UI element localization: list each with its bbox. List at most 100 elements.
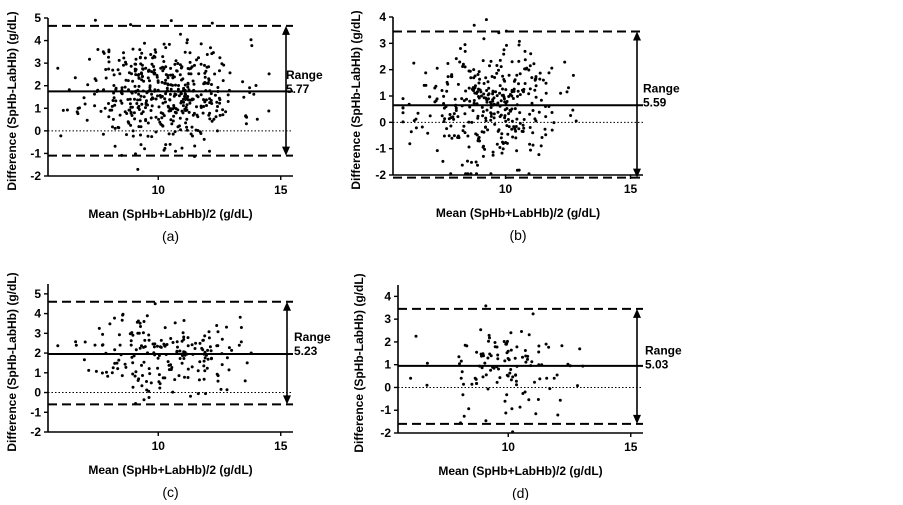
data-point	[457, 355, 461, 359]
data-point	[177, 94, 181, 98]
data-point	[112, 73, 116, 77]
data-point	[158, 94, 162, 97]
data-point	[126, 98, 130, 101]
data-point	[101, 50, 105, 54]
data-point	[131, 372, 135, 376]
data-point	[493, 122, 497, 126]
data-point	[514, 136, 518, 140]
data-point	[121, 312, 125, 316]
data-point	[143, 41, 146, 45]
data-point	[507, 95, 511, 98]
data-point	[477, 136, 481, 139]
data-point	[528, 87, 532, 91]
data-point	[510, 407, 514, 411]
data-point	[215, 344, 219, 348]
data-point	[576, 384, 579, 388]
y-tick-label: 3	[379, 36, 386, 50]
data-point	[481, 375, 485, 379]
data-point	[192, 111, 196, 115]
data-point	[204, 89, 208, 93]
data-point	[498, 58, 502, 62]
data-point	[205, 65, 209, 69]
data-point	[179, 32, 182, 36]
data-point	[450, 136, 454, 140]
data-point	[459, 421, 462, 425]
data-point	[176, 108, 180, 112]
data-point	[497, 31, 501, 35]
data-point	[203, 334, 207, 338]
data-point	[514, 379, 518, 383]
data-point	[104, 68, 108, 71]
data-point	[117, 58, 121, 62]
data-point	[518, 111, 522, 115]
data-point	[124, 365, 128, 369]
data-point	[111, 68, 115, 72]
data-point	[474, 160, 478, 164]
range-arrow-head-down	[282, 146, 290, 156]
data-point	[537, 363, 541, 367]
data-point	[136, 98, 140, 102]
data-point	[521, 392, 525, 395]
data-point	[101, 88, 105, 92]
data-point	[181, 331, 185, 335]
data-point	[140, 363, 143, 367]
data-point	[510, 119, 514, 123]
data-point	[534, 77, 538, 81]
data-point	[540, 136, 544, 139]
x-axis-title: Mean (SpHb+LabHb)/2 (g/dL)	[88, 207, 252, 221]
data-point	[213, 93, 217, 97]
data-point	[539, 144, 543, 148]
data-point	[476, 90, 479, 94]
data-point	[142, 360, 146, 364]
data-point	[568, 364, 572, 368]
data-point	[224, 110, 228, 114]
range-value: 5.77	[286, 82, 310, 96]
data-point	[409, 130, 413, 134]
data-point	[555, 373, 559, 377]
data-point	[456, 115, 460, 119]
data-point	[547, 105, 551, 108]
data-point	[489, 111, 493, 115]
data-point	[506, 118, 510, 121]
y-tick-label: 4	[34, 34, 41, 48]
data-point	[450, 73, 454, 77]
data-point	[516, 89, 520, 93]
data-point	[126, 120, 130, 124]
data-point	[159, 345, 163, 349]
data-point	[113, 126, 117, 130]
data-point	[491, 99, 495, 103]
data-point	[185, 352, 189, 356]
data-point	[468, 105, 472, 109]
data-point	[531, 143, 535, 147]
data-point	[499, 99, 503, 103]
data-point	[178, 73, 182, 77]
data-point	[169, 87, 173, 91]
x-axis-title: Mean (SpHb+LabHb)/2 (g/dL)	[88, 463, 252, 477]
data-point	[463, 49, 467, 53]
data-point	[504, 29, 508, 33]
data-point	[111, 99, 115, 102]
data-point	[239, 340, 243, 344]
data-point	[214, 115, 218, 119]
data-point	[169, 66, 173, 70]
data-point	[476, 163, 479, 167]
data-point	[506, 132, 510, 136]
data-point	[158, 382, 162, 386]
data-point	[517, 168, 521, 172]
data-point	[61, 108, 65, 112]
data-point	[473, 91, 477, 95]
data-point	[532, 62, 536, 66]
data-point	[112, 84, 116, 87]
data-point	[461, 393, 465, 397]
data-point	[105, 370, 108, 374]
x-tick-label: 10	[152, 439, 166, 453]
data-point	[129, 343, 133, 347]
data-point	[155, 75, 159, 79]
data-point	[107, 55, 110, 59]
data-point	[134, 348, 138, 352]
data-point	[475, 102, 479, 106]
data-point	[492, 112, 496, 116]
data-point	[166, 76, 170, 80]
data-point	[73, 76, 77, 80]
data-point	[491, 153, 495, 157]
